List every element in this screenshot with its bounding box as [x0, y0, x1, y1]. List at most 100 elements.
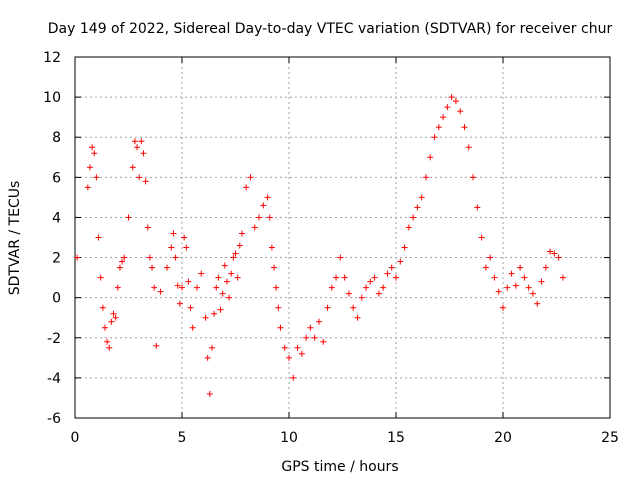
- data-point: [157, 288, 164, 295]
- data-point: [228, 270, 235, 277]
- data-point: [213, 284, 220, 291]
- data-point: [375, 290, 382, 297]
- data-point: [358, 294, 365, 301]
- data-point: [341, 274, 348, 281]
- data-point: [333, 274, 340, 281]
- data-point: [189, 324, 196, 331]
- axis-ticks: 0 5 10 15 20 25 -6 -4 -2 0 2 4 6 8 10 12: [43, 50, 619, 446]
- data-point: [221, 262, 228, 269]
- data-point: [410, 214, 417, 221]
- data-point: [226, 294, 233, 301]
- data-point: [151, 284, 158, 291]
- y-tick-label: 4: [52, 210, 61, 226]
- data-point: [179, 284, 185, 291]
- data-point: [435, 124, 442, 131]
- data-point: [529, 290, 536, 297]
- data-point: [452, 98, 459, 105]
- data-point: [478, 234, 485, 241]
- data-point: [273, 284, 280, 291]
- data-point: [275, 304, 282, 311]
- data-point: [444, 104, 451, 111]
- data-point: [211, 310, 218, 317]
- data-point: [380, 284, 387, 291]
- data-point: [457, 108, 464, 115]
- data-point: [172, 254, 179, 261]
- data-point: [440, 114, 447, 121]
- data-point: [146, 254, 153, 261]
- data-point: [74, 254, 81, 261]
- data-point: [119, 258, 126, 265]
- data-point: [271, 264, 278, 271]
- data-point: [204, 354, 211, 361]
- data-point: [418, 194, 425, 201]
- data-point: [525, 284, 532, 291]
- data-point: [363, 284, 370, 291]
- data-point: [298, 350, 305, 357]
- plot-frame: [74, 56, 611, 419]
- data-point: [431, 134, 438, 141]
- data-point: [508, 270, 515, 277]
- data-point: [547, 248, 554, 255]
- x-tick-label: 0: [71, 430, 80, 446]
- data-point: [500, 304, 506, 311]
- data-point: [555, 254, 562, 261]
- data-point: [303, 334, 310, 341]
- data-point: [93, 174, 100, 181]
- data-point: [206, 390, 213, 397]
- data-point: [354, 314, 361, 321]
- data-point: [208, 344, 215, 351]
- data-point: [495, 288, 502, 295]
- data-point: [487, 254, 494, 261]
- x-tick-label: 15: [387, 430, 405, 446]
- data-point: [236, 242, 243, 249]
- data-point: [95, 234, 102, 241]
- data-point: [138, 138, 145, 145]
- data-point: [219, 290, 226, 297]
- data-point: [337, 254, 344, 261]
- data-point: [89, 144, 96, 151]
- data-point: [234, 274, 241, 281]
- data-point: [294, 344, 301, 351]
- data-point: [215, 274, 222, 281]
- y-tick-label: -6: [47, 411, 61, 427]
- data-point: [465, 144, 472, 151]
- data-point: [422, 174, 429, 181]
- data-point: [144, 224, 151, 231]
- data-point: [474, 204, 481, 211]
- data-point: [281, 344, 288, 351]
- data-point: [320, 338, 327, 345]
- data-point: [266, 214, 273, 221]
- data-point: [125, 214, 132, 221]
- data-point: [84, 184, 91, 191]
- x-axis-label: GPS time / hours: [281, 459, 398, 475]
- data-point: [181, 234, 188, 241]
- data-point: [86, 164, 93, 171]
- data-point: [551, 250, 558, 257]
- data-point: [491, 274, 498, 281]
- data-point: [114, 284, 121, 291]
- data-point: [542, 264, 549, 271]
- data-point: [517, 264, 524, 271]
- data-point: [256, 214, 263, 221]
- y-tick-label: 12: [43, 50, 61, 66]
- y-tick-label: 10: [43, 90, 61, 106]
- x-tick-label: 5: [178, 430, 187, 446]
- data-point: [99, 304, 106, 311]
- data-point: [367, 278, 374, 285]
- data-point: [448, 94, 455, 101]
- data-point: [534, 300, 541, 307]
- data-point: [174, 282, 181, 289]
- data-point: [202, 314, 209, 321]
- y-axis-label: SDTVAR / TECUs: [7, 181, 23, 296]
- x-tick-label: 20: [494, 430, 512, 446]
- data-point: [470, 174, 477, 181]
- data-point: [512, 282, 519, 289]
- data-point: [350, 304, 357, 311]
- data-point: [328, 284, 335, 291]
- data-point: [384, 270, 391, 277]
- data-point: [176, 300, 183, 307]
- data-point: [286, 354, 292, 361]
- data-point: [504, 284, 511, 291]
- data-point: [260, 202, 267, 209]
